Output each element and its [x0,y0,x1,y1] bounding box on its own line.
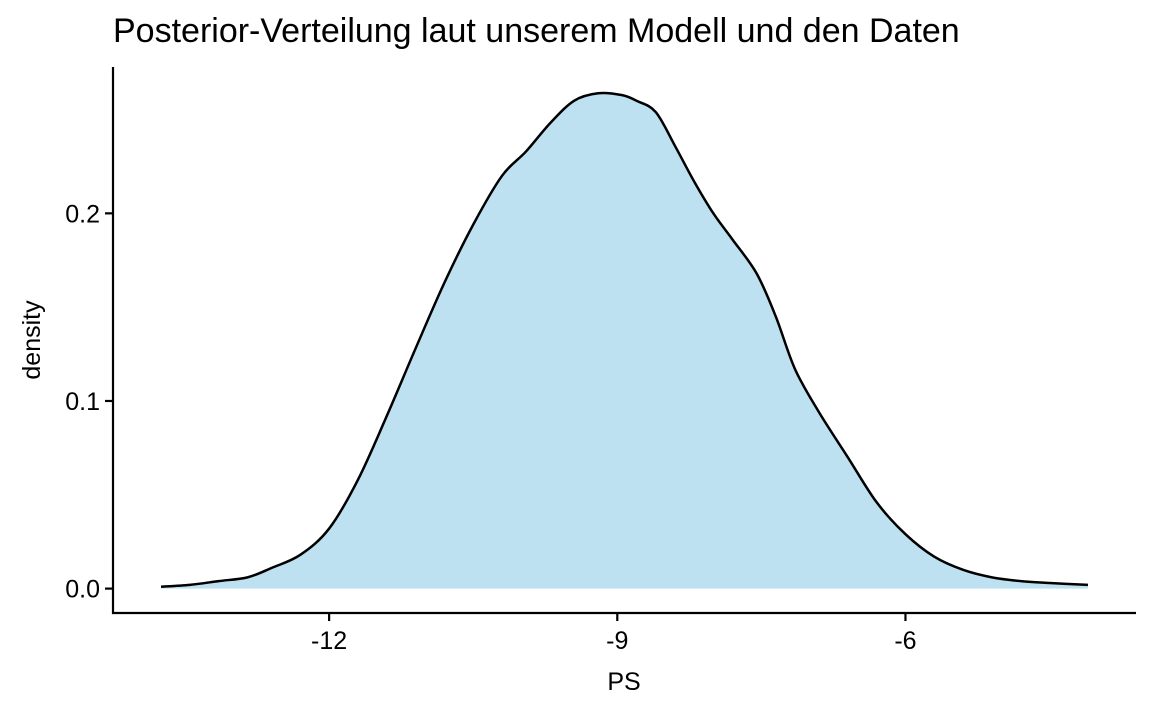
y-axis-ticks: 0.0 0.1 0.2 [65,200,113,604]
x-tick-label: -9 [606,627,628,655]
y-tick-label: 0.2 [65,200,100,228]
density-line [160,91,1089,588]
y-tick-label: 0.0 [65,576,100,604]
y-axis-title: density [18,300,46,380]
density-area [161,92,1088,589]
chart-title: Posterior-Verteilung laut unserem Modell… [113,12,960,50]
x-axis-ticks: -12 -9 -6 [311,613,917,655]
x-tick-label: -6 [894,627,916,655]
x-tick-label: -12 [311,627,347,655]
y-tick-label: 0.1 [65,388,100,416]
x-axis-title: PS [607,668,640,696]
